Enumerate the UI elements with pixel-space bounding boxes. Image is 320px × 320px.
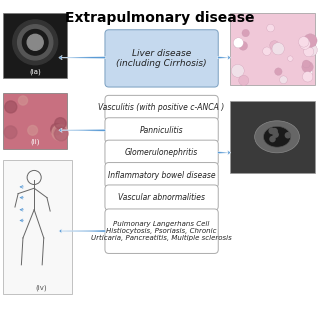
Circle shape [239, 41, 248, 50]
Circle shape [288, 56, 293, 61]
FancyBboxPatch shape [230, 101, 315, 173]
Text: Panniculitis: Panniculitis [140, 126, 183, 135]
Circle shape [305, 69, 312, 76]
Circle shape [272, 43, 284, 55]
Circle shape [51, 124, 62, 135]
Circle shape [13, 20, 58, 65]
FancyBboxPatch shape [105, 209, 218, 253]
Circle shape [52, 124, 68, 140]
Circle shape [19, 96, 28, 105]
Circle shape [263, 47, 271, 55]
Text: Liver disease
(including Cirrhosis): Liver disease (including Cirrhosis) [116, 49, 207, 68]
Circle shape [27, 34, 43, 50]
Circle shape [18, 25, 53, 60]
Circle shape [270, 137, 275, 142]
FancyBboxPatch shape [105, 140, 218, 165]
Circle shape [304, 44, 317, 57]
Circle shape [302, 72, 313, 82]
Circle shape [285, 133, 291, 138]
Circle shape [233, 38, 244, 48]
Circle shape [280, 76, 287, 84]
Text: Inflammatory bowel disease: Inflammatory bowel disease [108, 171, 215, 180]
FancyBboxPatch shape [3, 160, 72, 294]
Circle shape [22, 29, 48, 55]
Text: (ia): (ia) [29, 68, 41, 75]
Circle shape [55, 118, 66, 129]
Text: Pulmonary Langerhans Cell
Histiocytosis, Psoriasis, Chronic
Urticaria, Pancreati: Pulmonary Langerhans Cell Histiocytosis,… [91, 221, 232, 241]
Circle shape [304, 47, 314, 57]
FancyBboxPatch shape [105, 95, 218, 121]
FancyBboxPatch shape [105, 30, 218, 87]
Circle shape [242, 29, 249, 37]
Text: Vasculitis (with positive c-ANCA ): Vasculitis (with positive c-ANCA ) [99, 103, 225, 113]
Circle shape [234, 40, 241, 48]
Text: (ii): (ii) [30, 139, 40, 145]
Text: Vascular abnormalities: Vascular abnormalities [118, 193, 205, 202]
Circle shape [4, 126, 17, 139]
Ellipse shape [263, 126, 291, 147]
Circle shape [299, 36, 309, 47]
Circle shape [5, 101, 17, 113]
Text: (iv): (iv) [35, 284, 47, 291]
Circle shape [269, 128, 274, 133]
Circle shape [302, 60, 310, 68]
FancyBboxPatch shape [105, 185, 218, 210]
FancyBboxPatch shape [3, 13, 67, 78]
Circle shape [239, 75, 249, 85]
Ellipse shape [255, 121, 300, 153]
FancyBboxPatch shape [230, 13, 315, 85]
FancyBboxPatch shape [105, 163, 218, 188]
Circle shape [270, 41, 279, 50]
Circle shape [267, 24, 275, 32]
Circle shape [231, 64, 244, 77]
Circle shape [303, 34, 317, 47]
Text: Glomerulonephritis: Glomerulonephritis [125, 148, 198, 157]
Circle shape [275, 68, 282, 75]
Circle shape [302, 61, 313, 73]
Circle shape [54, 127, 68, 141]
Circle shape [300, 39, 310, 49]
Text: Extrapulmonary disease: Extrapulmonary disease [65, 11, 255, 25]
Circle shape [273, 132, 278, 137]
Circle shape [272, 129, 277, 134]
FancyBboxPatch shape [3, 93, 67, 149]
Circle shape [28, 125, 37, 135]
FancyBboxPatch shape [105, 118, 218, 143]
